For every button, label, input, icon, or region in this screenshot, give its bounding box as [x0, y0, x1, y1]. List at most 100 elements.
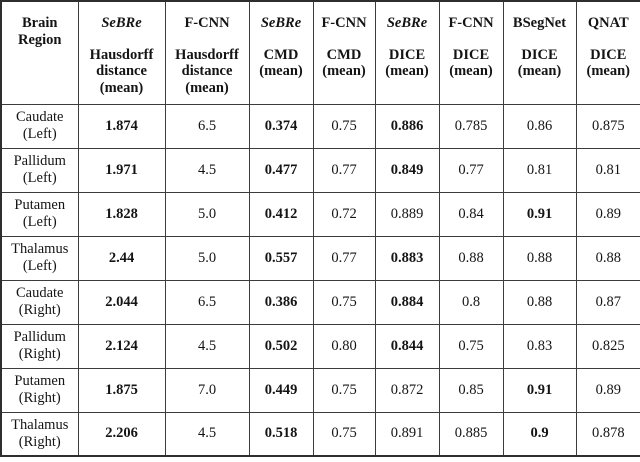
table-body: Caudate (Left) 1.874 6.5 0.374 0.75 0.886 0.78… — [0, 103, 640, 457]
column-header-f-cnn-cmd: F-CNN CMD (mean) — [312, 0, 376, 105]
value-cell: 0.77 — [438, 147, 504, 193]
value-cell: 0.849 — [374, 147, 440, 193]
value-cell: 0.86 — [502, 103, 577, 149]
method-label: F-CNN — [448, 15, 494, 31]
table-row: Putamen (Right) 1.875 7.0 0.449 0.75 0.872 0.8… — [0, 367, 640, 413]
value-cell: 0.77 — [312, 235, 376, 281]
value-cell: 0.386 — [248, 279, 314, 325]
value-cell: 7.0 — [164, 367, 250, 413]
value-cell: 0.412 — [248, 191, 314, 237]
value-cell: 0.75 — [312, 367, 376, 413]
value-cell: 0.88 — [502, 279, 577, 325]
value-cell: 4.5 — [164, 323, 250, 369]
metric-label: CMD (mean) — [322, 47, 366, 80]
table-row: Caudate (Right) 2.044 6.5 0.386 0.75 0.884 0.8… — [0, 279, 640, 325]
value-cell: 0.72 — [312, 191, 376, 237]
value-cell: 0.75 — [312, 411, 376, 457]
value-cell: 0.80 — [312, 323, 376, 369]
table-row: Thalamus (Right) 2.206 4.5 0.518 0.75 0.891 0.… — [0, 411, 640, 457]
header-row: Brain Region SeBRe Hausdorff distance (mea… — [0, 0, 640, 105]
metric-label: Hausdorff distance (mean) — [89, 47, 154, 96]
value-cell: 0.81 — [502, 147, 577, 193]
value-cell: 0.91 — [502, 191, 577, 237]
value-cell: 0.844 — [374, 323, 440, 369]
region-cell: Thalamus (Left) — [0, 235, 79, 281]
table-row: Pallidum (Right) 2.124 4.5 0.502 0.80 0.844 0.… — [0, 323, 640, 369]
value-cell: 0.518 — [248, 411, 314, 457]
metric-label: DICE (mean) — [586, 47, 631, 80]
value-cell: 2.044 — [77, 279, 166, 325]
value-cell: 2.124 — [77, 323, 166, 369]
value-cell: 0.875 — [575, 103, 640, 149]
method-label: SeBRe — [101, 15, 142, 31]
value-cell: 1.971 — [77, 147, 166, 193]
method-label: F-CNN — [321, 15, 367, 31]
value-cell: 0.885 — [438, 411, 504, 457]
brain-region-header: Brain Region — [0, 0, 79, 105]
value-cell: 0.88 — [575, 235, 640, 281]
value-cell: 0.89 — [575, 367, 640, 413]
column-header-f-cnn-dice: F-CNN DICE (mean) — [438, 0, 504, 105]
metric-label: DICE (mean) — [517, 47, 562, 80]
value-cell: 0.84 — [438, 191, 504, 237]
region-cell: Putamen (Left) — [0, 191, 79, 237]
value-cell: 4.5 — [164, 411, 250, 457]
value-cell: 4.5 — [164, 147, 250, 193]
metric-label: DICE (mean) — [385, 47, 429, 80]
column-header-sebre-dice: SeBRe DICE (mean) — [374, 0, 440, 105]
value-cell: 0.891 — [374, 411, 440, 457]
column-header-sebre-cmd: SeBRe CMD (mean) — [248, 0, 314, 105]
value-cell: 0.91 — [502, 367, 577, 413]
value-cell: 0.884 — [374, 279, 440, 325]
value-cell: 0.477 — [248, 147, 314, 193]
region-cell: Pallidum (Right) — [0, 323, 79, 369]
value-cell: 0.75 — [312, 279, 376, 325]
value-cell: 0.872 — [374, 367, 440, 413]
method-label: SeBRe — [386, 15, 428, 31]
value-cell: 0.88 — [438, 235, 504, 281]
value-cell: 0.9 — [502, 411, 577, 457]
value-cell: 0.785 — [438, 103, 504, 149]
region-cell: Thalamus (Right) — [0, 411, 79, 457]
value-cell: 0.886 — [374, 103, 440, 149]
table-header: Brain Region SeBRe Hausdorff distance (mea… — [0, 0, 640, 105]
value-cell: 0.449 — [248, 367, 314, 413]
value-cell: 0.883 — [374, 235, 440, 281]
region-cell: Pallidum (Left) — [0, 147, 79, 193]
value-cell: 0.75 — [438, 323, 504, 369]
method-label: F-CNN — [184, 15, 230, 31]
value-cell: 0.8 — [438, 279, 504, 325]
region-cell: Caudate (Left) — [0, 103, 79, 149]
method-label: SeBRe — [260, 15, 302, 31]
method-label: BSegNet — [512, 15, 567, 31]
value-cell: 0.88 — [502, 235, 577, 281]
metric-label: CMD (mean) — [259, 47, 303, 80]
value-cell: 0.77 — [312, 147, 376, 193]
column-header-f-cnn-hausdorff: F-CNN Hausdorff distance (mean) — [164, 0, 250, 105]
value-cell: 0.85 — [438, 367, 504, 413]
value-cell: 5.0 — [164, 235, 250, 281]
column-header-qnat-dice: QNAT DICE (mean) — [575, 0, 640, 105]
region-cell: Putamen (Right) — [0, 367, 79, 413]
column-header-sebre-hausdorff: SeBRe Hausdorff distance (mean) — [77, 0, 166, 105]
value-cell: 0.889 — [374, 191, 440, 237]
value-cell: 6.5 — [164, 103, 250, 149]
value-cell: 0.557 — [248, 235, 314, 281]
value-cell: 0.825 — [575, 323, 640, 369]
value-cell: 1.875 — [77, 367, 166, 413]
metric-label: DICE (mean) — [449, 47, 493, 80]
table-row: Thalamus (Left) 2.44 5.0 0.557 0.77 0.883 0.88… — [0, 235, 640, 281]
value-cell: 0.374 — [248, 103, 314, 149]
value-cell: 1.874 — [77, 103, 166, 149]
table-row: Pallidum (Left) 1.971 4.5 0.477 0.77 0.849 0.7… — [0, 147, 640, 193]
value-cell: 2.44 — [77, 235, 166, 281]
table-row: Putamen (Left) 1.828 5.0 0.412 0.72 0.889 0.84… — [0, 191, 640, 237]
column-header-bsegnet-dice: BSegNet DICE (mean) — [502, 0, 577, 105]
value-cell: 1.828 — [77, 191, 166, 237]
region-cell: Caudate (Right) — [0, 279, 79, 325]
table-row: Caudate (Left) 1.874 6.5 0.374 0.75 0.886 0.78… — [0, 103, 640, 149]
value-cell: 0.502 — [248, 323, 314, 369]
value-cell: 0.75 — [312, 103, 376, 149]
